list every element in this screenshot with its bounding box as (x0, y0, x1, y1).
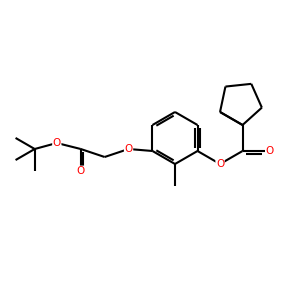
Text: O: O (53, 138, 61, 148)
Text: O: O (124, 144, 133, 154)
Text: O: O (266, 146, 274, 156)
Text: O: O (76, 166, 85, 176)
Text: O: O (216, 159, 224, 169)
